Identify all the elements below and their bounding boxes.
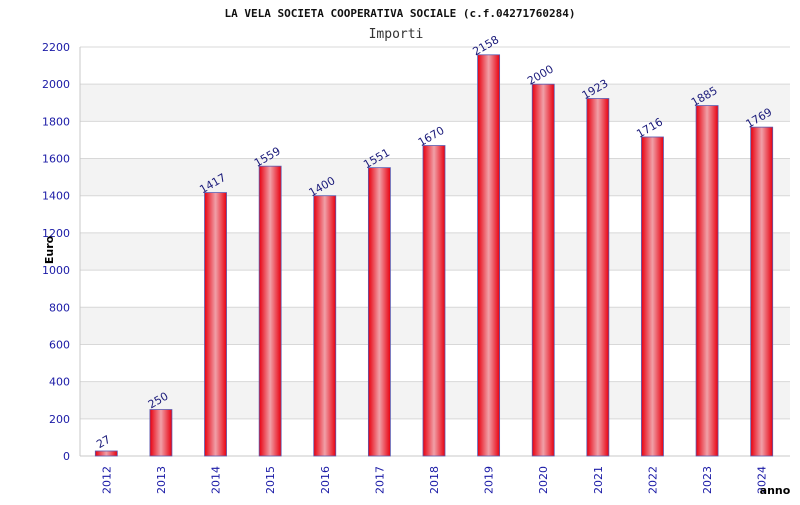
data-label-2012: 27: [94, 433, 113, 451]
chart-title: LA VELA SOCIETA COOPERATIVA SOCIALE (c.f…: [225, 7, 576, 20]
x-tick-label-2024: 2024: [756, 466, 769, 494]
x-tick-label-2016: 2016: [319, 466, 332, 494]
bar-2014: [204, 192, 227, 457]
y-tick-label: 1800: [42, 115, 70, 128]
bar-2016: [313, 195, 337, 457]
y-tick-label: 2000: [42, 78, 70, 91]
y-tick-label: 600: [49, 338, 70, 351]
chart-subtitle: Importi: [369, 27, 424, 42]
x-tick-label-2017: 2017: [373, 466, 386, 494]
bar-2015: [258, 165, 282, 457]
y-tick-label: 2200: [42, 41, 70, 54]
bar-2022: [641, 136, 664, 457]
y-tick-label: 1200: [42, 227, 70, 240]
y-tick-label: 1000: [42, 264, 70, 277]
grid-band: [80, 84, 790, 122]
x-tick-label-2019: 2019: [483, 466, 496, 494]
y-tick-label: 400: [49, 376, 70, 389]
x-tick-label-2013: 2013: [155, 466, 168, 494]
y-tick-label: 0: [63, 450, 70, 463]
bar-2012: [94, 450, 118, 457]
bar-2018: [422, 145, 446, 457]
y-axis-label: Euro: [43, 235, 56, 264]
grid-band: [80, 47, 790, 85]
bar-2021: [586, 98, 610, 457]
bar-2023: [695, 105, 719, 457]
x-tick-label-2022: 2022: [646, 466, 659, 494]
x-tick-label-2021: 2021: [592, 466, 605, 494]
y-tick-labels: 0 200 400 600 800 1000 1200 1400 1600 1800 2000 220…: [42, 41, 70, 463]
x-tick-label-2018: 2018: [428, 466, 441, 494]
bar-2024: [750, 126, 774, 457]
y-tick-label: 800: [49, 301, 70, 314]
x-tick-label-2014: 2014: [210, 466, 223, 494]
y-tick-label: 1400: [42, 190, 70, 203]
x-tick-label-2012: 2012: [100, 466, 113, 494]
x-tick-label-2020: 2020: [537, 466, 550, 494]
bar-2013: [149, 409, 173, 457]
x-tick-labels: 2012 2013 2014 2015 2016 2017 2018 2019 2020 2021…: [100, 466, 768, 494]
x-tick-label-2015: 2015: [264, 466, 277, 494]
x-tick-label-2023: 2023: [701, 466, 714, 494]
y-tick-label: 200: [49, 413, 70, 426]
bar-2020: [531, 83, 555, 457]
x-axis-label: anno: [760, 484, 791, 497]
y-tick-label: 1600: [42, 153, 70, 166]
bar-2017: [367, 167, 391, 457]
bar-2019: [477, 54, 501, 457]
bars: [94, 54, 774, 457]
